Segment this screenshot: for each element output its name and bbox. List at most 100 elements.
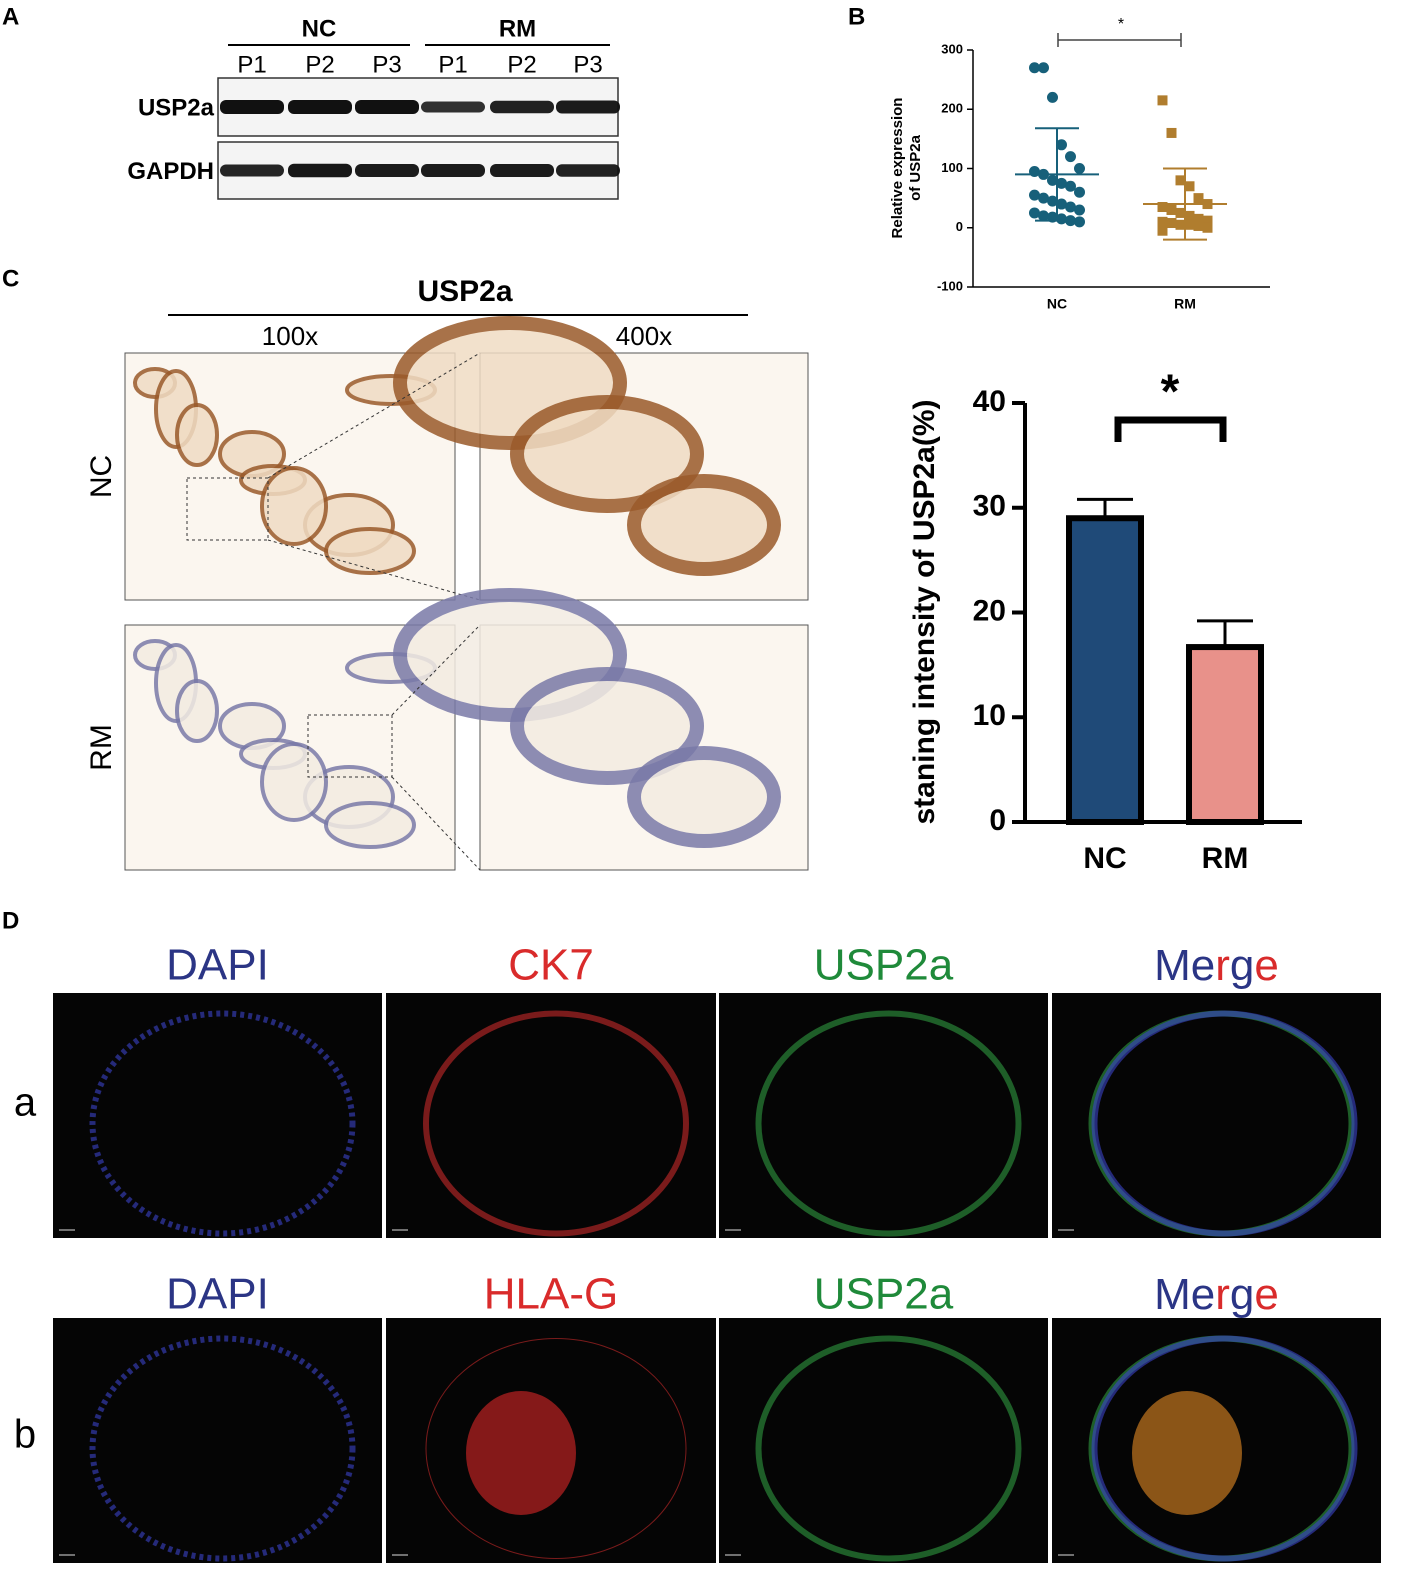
fluorescence-image bbox=[53, 1318, 382, 1563]
channel-label: HLA-G bbox=[484, 1270, 618, 1319]
blot-band bbox=[355, 164, 419, 177]
significance-bracket bbox=[1057, 33, 1182, 47]
row-label: NC bbox=[85, 455, 118, 498]
y-tick-label: 10 bbox=[973, 699, 1006, 732]
x-tick-label: NC bbox=[1083, 842, 1126, 875]
row-label: USP2a bbox=[138, 94, 215, 121]
channel-label: DAPI bbox=[166, 1270, 269, 1319]
y-tick-label: 40 bbox=[973, 385, 1006, 418]
point bbox=[1157, 202, 1168, 213]
blot-band bbox=[490, 100, 554, 114]
tissue bbox=[510, 667, 704, 785]
y-axis-label: of USP2a bbox=[907, 134, 924, 201]
panel-label: C bbox=[2, 265, 19, 292]
fluorescence-image bbox=[53, 993, 382, 1238]
point bbox=[1166, 204, 1177, 215]
x-tick-label: NC bbox=[1047, 296, 1067, 312]
villus-outline bbox=[423, 1010, 689, 1237]
villus-outline bbox=[425, 1338, 687, 1559]
channel-label: Merge bbox=[1154, 941, 1279, 990]
point bbox=[1065, 201, 1076, 213]
blot-band bbox=[355, 100, 419, 114]
villus-outline bbox=[755, 1010, 1022, 1237]
point bbox=[1193, 193, 1204, 204]
tissue bbox=[324, 801, 416, 849]
point bbox=[1047, 195, 1058, 207]
blot-band bbox=[288, 163, 352, 178]
y-tick-label: 200 bbox=[941, 101, 963, 116]
channel-label: Merge bbox=[1154, 1270, 1279, 1319]
channel-label: USP2a bbox=[814, 1270, 954, 1319]
lane-label: P2 bbox=[507, 51, 536, 78]
y-tick-label: 30 bbox=[973, 490, 1006, 523]
x-tick-label: RM bbox=[1202, 842, 1249, 875]
villus-outline bbox=[89, 1010, 356, 1237]
blot-band bbox=[220, 164, 284, 177]
point bbox=[1202, 222, 1213, 233]
point bbox=[1166, 218, 1177, 229]
blot-band bbox=[288, 100, 352, 114]
zoom-box bbox=[186, 477, 269, 541]
point bbox=[1166, 127, 1177, 138]
point bbox=[1074, 186, 1085, 198]
significance-bracket bbox=[1114, 416, 1227, 442]
point bbox=[1157, 95, 1168, 106]
y-tick-label: 0 bbox=[956, 219, 963, 234]
panel-label: B bbox=[848, 3, 865, 30]
point bbox=[1029, 207, 1040, 219]
y-axis-label: Relative expression bbox=[889, 98, 906, 239]
villus-outline bbox=[1091, 1335, 1358, 1562]
y-tick-label: 0 bbox=[989, 804, 1006, 837]
point bbox=[1175, 207, 1186, 218]
point bbox=[1065, 151, 1076, 163]
point bbox=[1038, 192, 1049, 204]
y-tick-label: 20 bbox=[973, 594, 1006, 627]
zoom-box bbox=[307, 714, 393, 778]
point bbox=[1038, 62, 1049, 74]
point bbox=[1029, 189, 1040, 201]
column-label: 400x bbox=[616, 321, 672, 351]
tissue bbox=[260, 466, 328, 546]
point bbox=[1056, 198, 1067, 210]
lane-label: P3 bbox=[573, 51, 602, 78]
blot-band bbox=[220, 100, 284, 114]
point bbox=[1074, 204, 1085, 216]
panel-label: D bbox=[2, 907, 19, 934]
fluorescence-image bbox=[1052, 993, 1381, 1238]
villus-outline bbox=[1091, 1010, 1358, 1237]
lane-label: P1 bbox=[237, 51, 266, 78]
point bbox=[1175, 175, 1186, 186]
lane-label: P3 bbox=[372, 51, 401, 78]
point bbox=[1202, 215, 1213, 226]
channel-label: CK7 bbox=[508, 941, 594, 990]
point bbox=[1074, 163, 1085, 174]
zoom-line bbox=[267, 352, 481, 601]
group-label: RM bbox=[499, 15, 536, 42]
blot-band bbox=[421, 164, 485, 177]
point bbox=[1157, 225, 1168, 236]
row-label: GAPDH bbox=[127, 158, 214, 185]
lane-label: P2 bbox=[305, 51, 334, 78]
lane-label: P1 bbox=[438, 51, 467, 78]
villus-outline bbox=[89, 1335, 356, 1562]
y-tick-label: -100 bbox=[937, 278, 963, 293]
hla-g-cluster bbox=[1132, 1391, 1242, 1515]
zoom-line bbox=[391, 624, 481, 871]
significance: * bbox=[1118, 16, 1124, 33]
blot-band bbox=[556, 100, 620, 114]
group-label: NC bbox=[302, 15, 337, 42]
tissue bbox=[510, 395, 704, 513]
y-tick-label: 300 bbox=[941, 41, 963, 56]
x-tick-label: RM bbox=[1174, 296, 1196, 312]
y-axis-label: staning intensity of USP2a(%) bbox=[908, 399, 941, 824]
tissue bbox=[627, 474, 781, 576]
channel-label: DAPI bbox=[166, 941, 269, 990]
point bbox=[1056, 177, 1067, 189]
point bbox=[1184, 210, 1195, 221]
tissue bbox=[175, 403, 219, 467]
point bbox=[1193, 220, 1204, 231]
y-tick-label: 100 bbox=[941, 160, 963, 175]
ihc-title: USP2a bbox=[417, 275, 512, 308]
point bbox=[1047, 174, 1058, 186]
